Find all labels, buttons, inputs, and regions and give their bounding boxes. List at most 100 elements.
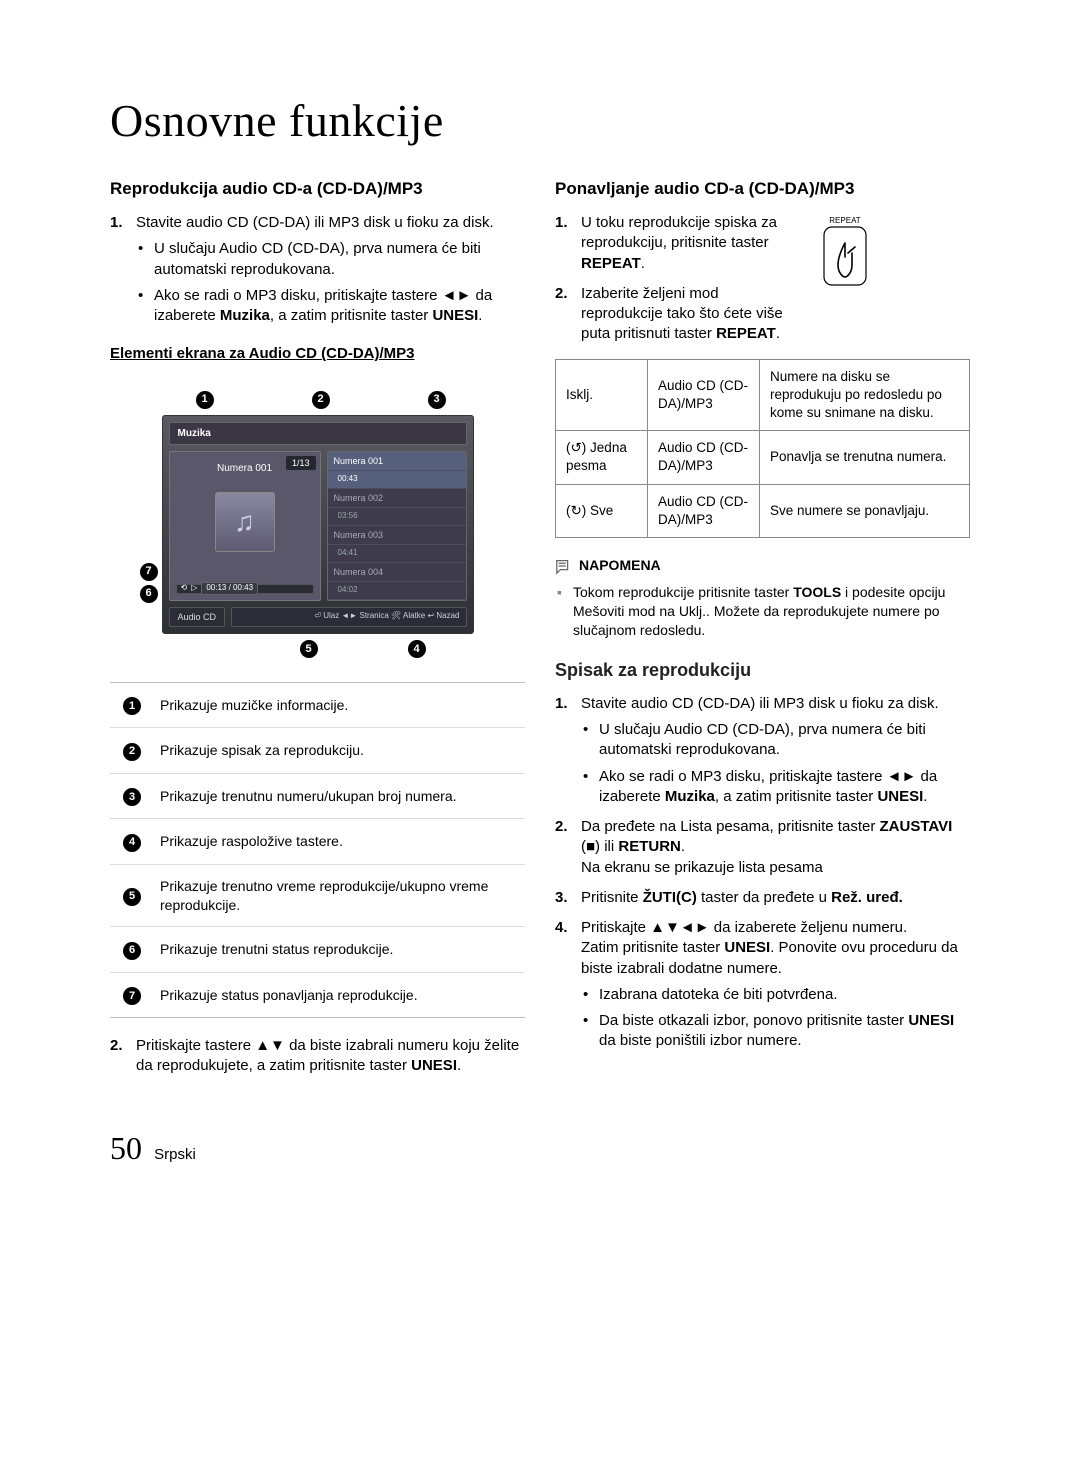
c: Audio CD (CD-DA)/MP3 [648, 431, 760, 484]
t: UNESI [411, 1057, 457, 1074]
time: 00:13 / 00:43 [201, 582, 258, 595]
row: 00:43 [328, 471, 466, 489]
n: 6 [123, 942, 141, 960]
t: Pritiskajte ▲▼◄► da izaberete željenu nu… [581, 919, 907, 936]
t: UNESI [877, 788, 923, 805]
t: Muzika [220, 307, 270, 324]
spisak-h3: Spisak za reprodukciju [555, 658, 970, 682]
left-column: Reprodukcija audio CD-a (CD-DA)/MP3 Stav… [110, 170, 525, 1087]
t: ŽUTI(C) [643, 889, 697, 906]
t: Na ekranu se prikazuje lista pesama [581, 859, 823, 876]
player-figure: 1 2 3 7 6 Muzika 1/13 Numera 001 ♫ ⟲ ▷ 0… [148, 377, 488, 672]
c: (↺) Jedna pesma [556, 431, 648, 484]
t: da biste poništili izbor numere. [599, 1032, 802, 1049]
legend-text: Prikazuje muzičke informacije. [154, 682, 525, 727]
t: . [923, 788, 927, 805]
t: NAPOMENA [579, 556, 661, 575]
napomena-head: NAPOMENA [555, 556, 970, 575]
row: Numera 004 [328, 563, 466, 582]
t: REPEAT [716, 325, 776, 342]
callout-4: 4 [408, 640, 426, 658]
t: U toku reprodukcije spiska za reprodukci… [581, 214, 777, 251]
note-icon [555, 557, 573, 575]
r-step1: REPEAT U toku reprodukcije spiska za rep… [555, 213, 970, 274]
page-lang: Srpski [154, 1146, 196, 1163]
t: Pritiskajte tastere ▲▼ da biste izabrali… [136, 1037, 519, 1074]
legend-text: Prikazuje spisak za reprodukciju. [154, 728, 525, 773]
t: Pritisnite [581, 889, 643, 906]
bullet: Izabrana datoteka će biti potvrđena. [581, 985, 970, 1005]
t: Muzika [665, 788, 715, 805]
t: RETURN [618, 838, 681, 855]
t: UNESI [908, 1012, 954, 1029]
t: UNESI [724, 939, 770, 956]
t: REPEAT [581, 255, 641, 272]
t: , a zatim pritisnite taster [270, 307, 433, 324]
callout-6: 6 [140, 585, 158, 603]
c: Audio CD (CD-DA)/MP3 [648, 484, 760, 537]
track-count: 1/13 [286, 456, 316, 470]
repeat-icon: ⟲ [181, 583, 188, 594]
bullet: Da biste otkazali izbor, ponovo pritisni… [581, 1011, 970, 1052]
legend-text: Prikazuje trenutno vreme reprodukcije/uk… [154, 864, 525, 927]
row: Numera 002 [328, 489, 466, 508]
n: 3 [123, 788, 141, 806]
t: . [457, 1057, 461, 1074]
row: 04:02 [328, 582, 466, 600]
legend-table: 1Prikazuje muzičke informacije. 2Prikazu… [110, 682, 525, 1018]
t: . [776, 325, 780, 342]
t: . [681, 838, 685, 855]
right-column: Ponavljanje audio CD-a (CD-DA)/MP3 REPEA… [555, 170, 970, 1087]
legend-text: Prikazuje trenutni status reprodukcije. [154, 927, 525, 972]
t: Da biste otkazali izbor, ponovo pritisni… [599, 1012, 908, 1029]
t: Da pređete na Lista pesama, pritisnite t… [581, 818, 880, 835]
t: , a zatim pritisnite taster [715, 788, 878, 805]
t: ZAUSTAVI [880, 818, 953, 835]
n: 5 [123, 888, 141, 906]
t: Stavite audio CD (CD-DA) ili MP3 disk u … [581, 695, 939, 712]
music-icon: ♫ [215, 492, 275, 552]
row: Numera 003 [328, 526, 466, 545]
bullet: Ako se radi o MP3 disku, pritiskajte tas… [581, 767, 970, 808]
row: 03:56 [328, 508, 466, 526]
c: Numere na disku se reprodukuju po redosl… [760, 359, 970, 431]
callout-1: 1 [196, 391, 214, 409]
n: 7 [123, 987, 141, 1005]
text: Stavite audio CD (CD-DA) ili MP3 disk u … [136, 214, 494, 231]
playlist: Numera 001 00:43 Numera 002 03:56 Numera… [327, 451, 467, 601]
bullet: U slučaju Audio CD (CD-DA), prva numera … [136, 239, 525, 280]
c: Isklj. [556, 359, 648, 431]
source-label: Audio CD [169, 607, 226, 627]
n: 1 [123, 697, 141, 715]
legend-text: Prikazuje raspoložive tastere. [154, 819, 525, 864]
page-footer: 50 Srpski [110, 1127, 970, 1170]
legend-text: Prikazuje trenutnu numeru/ukupan broj nu… [154, 773, 525, 818]
page-number: 50 [110, 1130, 142, 1166]
c: Audio CD (CD-DA)/MP3 [648, 359, 760, 431]
r-step2: Izaberite željeni mod reprodukcije tako … [555, 284, 970, 345]
remote-label: REPEAT [829, 216, 861, 225]
left-step2: Pritiskajte tastere ▲▼ da biste izabrali… [110, 1036, 525, 1077]
t: UNESI [432, 307, 478, 324]
t: TOOLS [793, 584, 841, 600]
p-step4: Pritiskajte ▲▼◄► da izaberete željenu nu… [555, 918, 970, 1052]
elements-heading: Elementi ekrana za Audio CD (CD-DA)/MP3 [110, 344, 525, 364]
legend-text: Prikazuje status ponavljanja reprodukcij… [154, 972, 525, 1017]
player-title: Muzika [169, 422, 467, 446]
row: Numera 001 [328, 452, 466, 471]
napomena-item: Tokom reprodukcije pritisnite taster TOO… [555, 583, 970, 640]
bullet: U slučaju Audio CD (CD-DA), prva numera … [581, 720, 970, 761]
c: Ponavlja se trenutna numera. [760, 431, 970, 484]
c: Sve numere se ponavljaju. [760, 484, 970, 537]
t: taster da pređete u [697, 889, 831, 906]
row: 04:41 [328, 545, 466, 563]
callout-2: 2 [312, 391, 330, 409]
p-step2: Da pređete na Lista pesama, pritisnite t… [555, 817, 970, 878]
left-step1: Stavite audio CD (CD-DA) ili MP3 disk u … [110, 213, 525, 326]
t: Zatim pritisnite taster [581, 939, 724, 956]
t: Rež. uređ. [831, 889, 903, 906]
page-title: Osnovne funkcije [110, 90, 970, 152]
left-h2: Reprodukcija audio CD-a (CD-DA)/MP3 [110, 178, 525, 201]
t: (■) ili [581, 838, 618, 855]
play-icon: ▷ [191, 583, 197, 594]
